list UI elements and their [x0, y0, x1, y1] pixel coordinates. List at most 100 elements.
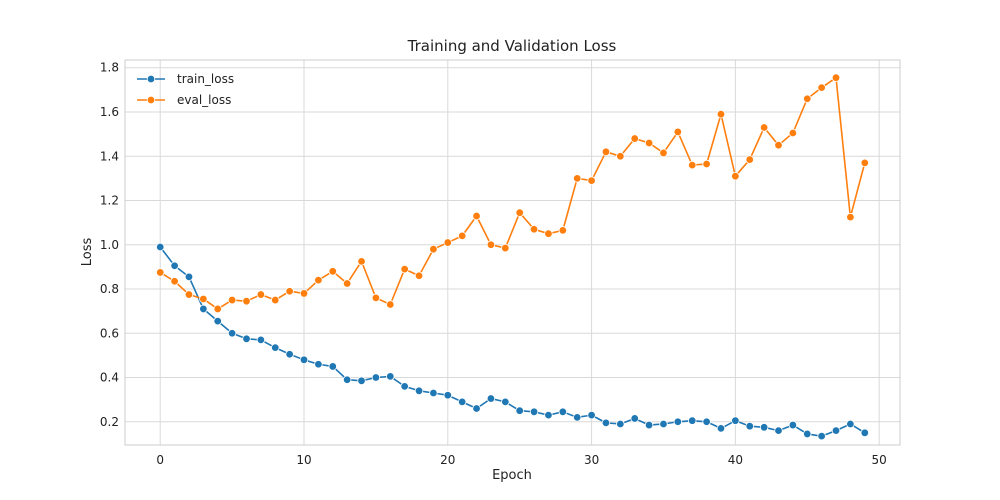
y-tick-label: 0.4	[100, 371, 119, 385]
train_loss-point	[199, 304, 208, 314]
train_loss-point	[688, 416, 697, 425]
train_loss-point	[616, 419, 625, 429]
eval_loss-point	[515, 208, 524, 217]
eval_loss-point	[156, 268, 165, 277]
y-tick-label: 1.0	[100, 238, 119, 252]
series-group	[156, 73, 869, 441]
train_loss-point	[860, 428, 869, 438]
train_loss-point	[515, 406, 524, 415]
eval_loss-point	[457, 231, 467, 241]
legend-label: train_loss	[177, 72, 234, 86]
legend-item-eval_loss: eval_loss	[137, 93, 231, 107]
eval_loss-point	[860, 158, 869, 168]
eval_loss-point	[501, 243, 510, 253]
eval_loss-point	[702, 159, 711, 169]
train_loss-point	[702, 417, 711, 426]
eval_loss-point	[831, 73, 841, 82]
series-eval_loss	[156, 73, 869, 314]
y-axis-label: Loss	[80, 238, 95, 267]
train_loss-point	[573, 413, 582, 422]
legend: train_loss eval_loss	[137, 72, 234, 107]
eval_loss-point	[716, 110, 726, 119]
train_loss-point	[817, 431, 826, 441]
eval_loss-point	[314, 275, 323, 285]
eval_loss-point	[803, 94, 812, 103]
eval_loss-point	[817, 83, 826, 92]
eval_loss-point	[357, 257, 366, 266]
eval_loss-point	[429, 244, 438, 254]
eval_loss-point	[630, 134, 639, 143]
train_loss-point	[486, 394, 496, 403]
eval_loss-point	[587, 176, 596, 185]
train_loss-point	[271, 343, 280, 352]
legend-swatch-marker	[146, 95, 156, 105]
x-tick-labels: 0 10 20 30 40 50	[156, 453, 886, 467]
train_loss-point	[803, 429, 812, 439]
train_loss-point	[213, 316, 222, 326]
x-tick-label: 50	[872, 453, 887, 467]
train_loss-point	[788, 420, 798, 430]
eval_loss-point	[788, 128, 798, 138]
eval_loss-point	[328, 267, 337, 276]
eval_loss-point	[199, 294, 208, 304]
legend-label: eval_loss	[177, 93, 231, 107]
eval_loss-point	[673, 127, 683, 137]
train_loss-point	[457, 397, 467, 407]
eval_loss-point	[745, 155, 754, 164]
eval_loss-point	[659, 148, 668, 158]
eval_loss-point	[299, 289, 309, 298]
y-tick-label: 1.2	[100, 194, 119, 208]
eval_loss-point	[227, 295, 237, 305]
train_loss-point	[256, 335, 266, 345]
train_loss-point	[314, 360, 323, 369]
train_loss-point	[558, 407, 568, 417]
train_loss-point	[472, 404, 481, 413]
x-tick-label: 30	[584, 453, 599, 467]
eval_loss-point	[472, 211, 481, 221]
train_loss-point	[414, 386, 424, 395]
legend-swatch-marker	[146, 74, 156, 84]
x-tick-label: 0	[156, 453, 164, 467]
train_loss-point	[587, 410, 596, 420]
train_loss-point	[184, 272, 194, 282]
y-tick-label: 1.4	[100, 149, 119, 163]
train_loss-point	[716, 424, 726, 433]
eval_loss-point	[184, 290, 194, 299]
eval_loss-point	[759, 123, 769, 132]
x-tick-label: 10	[296, 453, 311, 467]
train_loss-point	[156, 242, 165, 252]
train_loss-point	[529, 407, 539, 417]
eval_loss-point	[616, 152, 625, 161]
train_loss-point	[429, 388, 438, 398]
chart-title: Training and Validation Loss	[407, 37, 617, 55]
x-tick-label: 20	[440, 453, 455, 467]
eval_loss-point	[256, 290, 266, 299]
train_loss-point	[774, 426, 783, 435]
train_loss-point	[831, 426, 841, 435]
eval_loss-point	[846, 212, 855, 222]
x-tick-label: 40	[728, 453, 743, 467]
train_loss-point	[501, 397, 510, 407]
y-tick-label: 1.8	[100, 61, 119, 75]
eval_loss-point	[443, 238, 452, 247]
eval_loss-point	[386, 300, 395, 309]
eval_loss-point	[271, 295, 280, 305]
eval_loss-point	[774, 140, 783, 150]
train_loss-point	[386, 372, 395, 381]
series-train_loss	[156, 242, 869, 441]
train_loss-point	[443, 391, 452, 400]
eval_loss-point	[170, 277, 179, 286]
train_loss-point	[285, 350, 294, 359]
train_loss-point	[400, 382, 409, 391]
train_loss-point	[630, 414, 639, 423]
train_loss-point	[170, 261, 179, 270]
train_loss-point	[227, 329, 237, 338]
eval_loss-point	[371, 293, 381, 303]
eval_loss-point	[573, 174, 582, 183]
eval_loss-point	[544, 229, 553, 238]
eval_loss-point	[558, 226, 568, 235]
eval_loss-point	[601, 147, 611, 157]
eval_loss-point	[529, 225, 539, 234]
